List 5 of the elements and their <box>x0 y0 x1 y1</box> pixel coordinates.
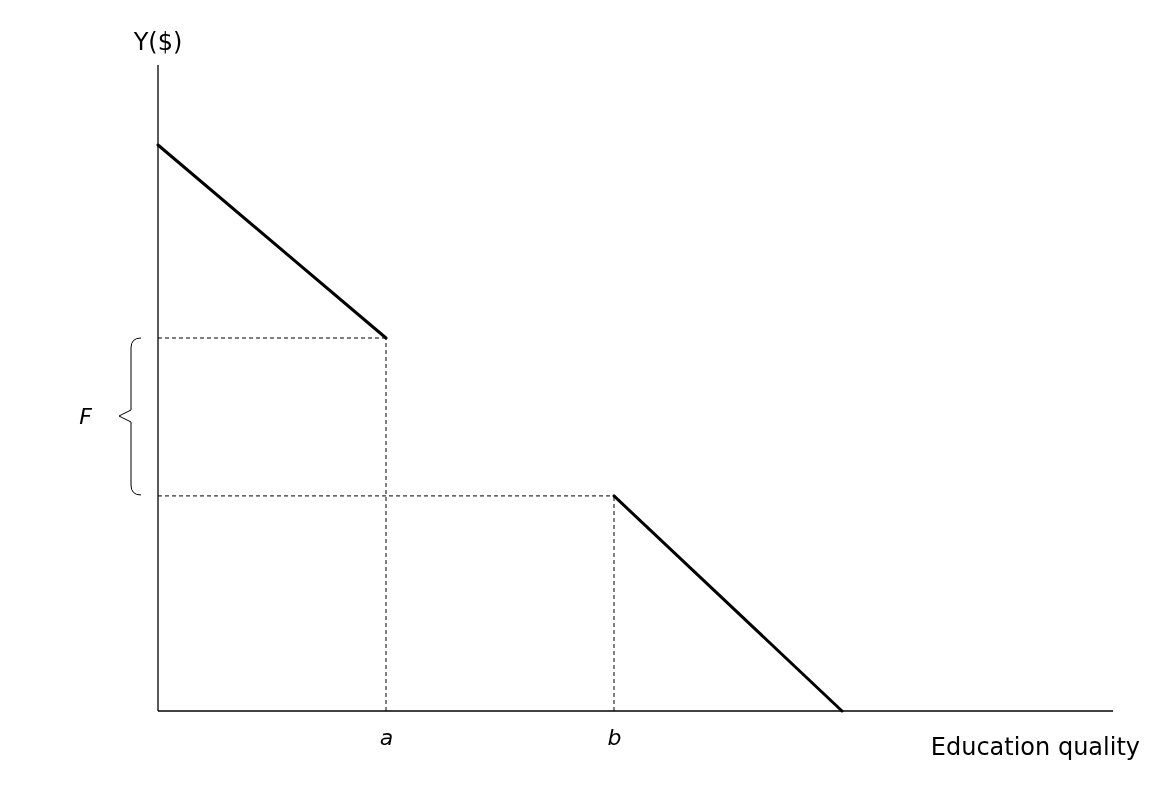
text: F <box>79 403 93 429</box>
x-axis-title: Education quality <box>930 733 1140 761</box>
y-axis-title: Y($) <box>132 28 183 56</box>
x-tick-label: b <box>607 724 622 750</box>
x-tick-label: a <box>379 724 394 750</box>
